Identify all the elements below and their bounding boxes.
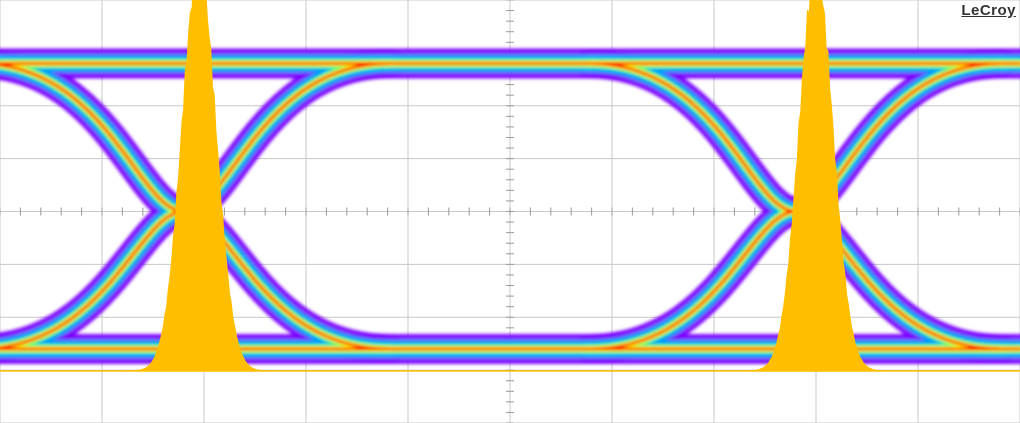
jitter-histogram-1 (121, 0, 276, 372)
jitter-histogram-2 (739, 0, 893, 372)
brand-logo: LeCroy (961, 2, 1016, 19)
jitter-histograms (0, 0, 1020, 372)
